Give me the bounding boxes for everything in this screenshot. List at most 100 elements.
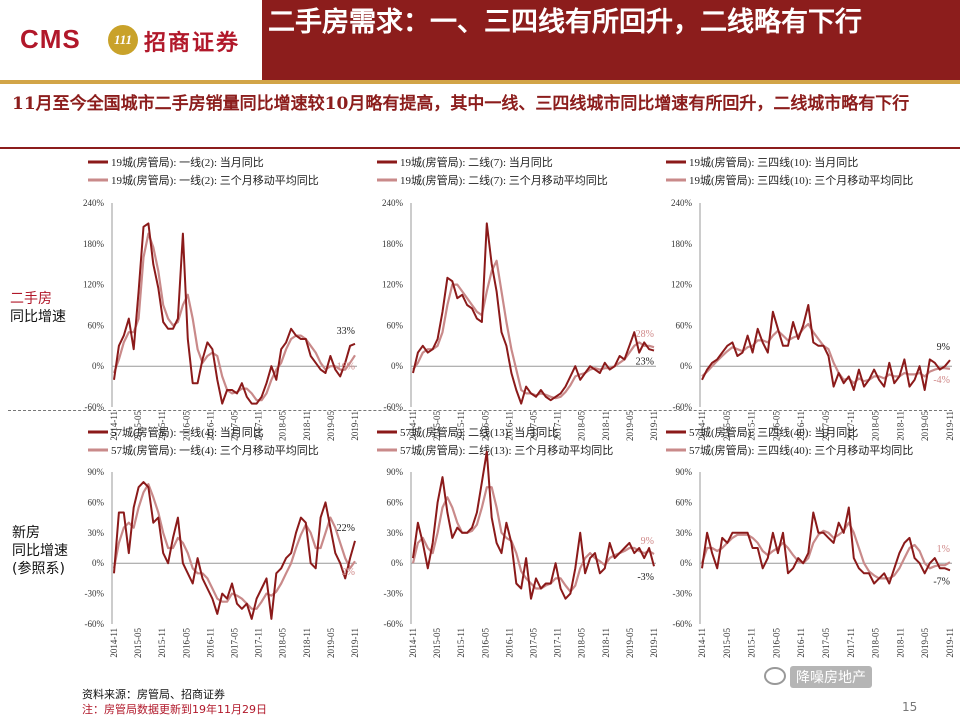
x-tick-label: 2016-11: [504, 411, 514, 441]
y-tick-label: -60%: [85, 619, 105, 629]
x-tick-label: 2019-05: [920, 628, 930, 658]
logo-emblem-icon: 111: [108, 25, 138, 55]
x-tick-label: 2015-05: [722, 411, 732, 441]
series-line: [701, 506, 951, 585]
legend-label: 57城(房管局): 三四线(40): 三个月移动平均同比: [689, 443, 913, 457]
legend-label: 57城(房管局): 一线(4): 当月同比: [111, 425, 264, 439]
x-tick-label: 2016-05: [771, 411, 781, 441]
y-tick-label: -30%: [85, 589, 105, 599]
x-tick-label: 2015-11: [747, 628, 757, 658]
row-label-second-hand: 二手房 同比增速: [10, 290, 66, 326]
page-number: 15: [902, 700, 918, 714]
x-tick-label: 2016-05: [181, 628, 191, 658]
x-tick-label: 2018-11: [302, 411, 312, 441]
x-tick-label: 2014-11: [109, 628, 119, 658]
x-tick-label: 2019-11: [649, 411, 659, 441]
y-tick-label: 240%: [83, 198, 105, 208]
x-tick-label: 2019-05: [920, 411, 930, 441]
chart-panel: 19城(房管局): 一线(2): 当月同比 19城(房管局): 一线(2): 三个…: [83, 155, 360, 441]
page-title: 二手房需求：一、三四线有所回升，二线略有下行: [268, 7, 862, 38]
x-tick-label: 2019-11: [945, 628, 955, 658]
y-tick-label: 180%: [83, 239, 105, 249]
y-tick-label: 120%: [83, 280, 105, 290]
wechat-icon: [764, 667, 786, 685]
legend-label: 19城(房管局): 二线(7): 当月同比: [400, 155, 553, 169]
x-tick-label: 2019-05: [625, 628, 635, 658]
x-tick-label: 2017-11: [846, 411, 856, 441]
legend-label: 19城(房管局): 一线(2): 当月同比: [111, 155, 264, 169]
watermark: 降噪房地产: [790, 666, 872, 688]
x-tick-label: 2017-05: [821, 628, 831, 658]
y-tick-label: 30%: [387, 528, 404, 538]
end-value-label: 33%: [337, 326, 355, 337]
row-divider: [8, 410, 952, 411]
end-value-label: 28%: [636, 329, 654, 340]
y-tick-label: -60%: [673, 619, 693, 629]
legend-label: 19城(房管局): 三四线(10): 三个月移动平均同比: [689, 173, 913, 187]
x-tick-label: 2018-11: [601, 411, 611, 441]
x-tick-label: 2017-11: [553, 628, 563, 658]
y-tick-label: 180%: [382, 239, 404, 249]
x-tick-label: 2019-11: [350, 628, 360, 658]
x-tick-label: 2015-05: [432, 628, 442, 658]
x-tick-label: 2015-05: [133, 411, 143, 441]
y-tick-label: 240%: [671, 198, 693, 208]
y-tick-label: 0%: [391, 361, 404, 371]
data-note: 注：房管局数据更新到19年11月29日: [82, 703, 267, 716]
x-tick-label: 2016-05: [480, 411, 490, 441]
y-tick-label: 60%: [88, 497, 105, 507]
y-tick-label: -30%: [673, 589, 693, 599]
x-tick-label: 2017-05: [230, 628, 240, 658]
y-tick-label: 0%: [680, 361, 693, 371]
x-tick-label: 2014-11: [408, 411, 418, 441]
end-value-label: 9%: [937, 342, 950, 353]
end-value-label: -3%: [637, 572, 654, 583]
legend-label: 57城(房管局): 二线(13): 当月同比: [400, 425, 558, 439]
y-tick-label: -30%: [384, 589, 404, 599]
x-tick-label: 2016-11: [796, 628, 806, 658]
series-line: [113, 481, 356, 620]
logo-cms-text: CMS: [20, 24, 81, 54]
x-tick-label: 2018-05: [871, 628, 881, 658]
x-tick-label: 2017-05: [529, 628, 539, 658]
x-tick-label: 2016-11: [796, 411, 806, 441]
series-line: [112, 232, 356, 402]
end-value-label: -4%: [933, 375, 950, 386]
subtitle-divider: [0, 147, 960, 149]
series-line: [113, 222, 356, 405]
y-tick-label: 60%: [88, 320, 105, 330]
x-tick-label: 2018-05: [577, 411, 587, 441]
legend-label: 19城(房管局): 三四线(10): 当月同比: [689, 155, 858, 169]
series-line: [700, 521, 951, 580]
x-tick-label: 2018-11: [895, 628, 905, 658]
logo-company-name: 招商证券: [144, 30, 241, 56]
x-tick-label: 2018-11: [302, 628, 312, 658]
row-label-line: 新房: [12, 525, 40, 541]
x-tick-label: 2015-05: [722, 628, 732, 658]
y-tick-label: 90%: [676, 467, 693, 477]
x-tick-label: 2017-05: [230, 411, 240, 441]
y-tick-label: 0%: [680, 558, 693, 568]
end-value-label: -7%: [933, 576, 950, 587]
chart-panel: 57城(房管局): 一线(4): 当月同比 57城(房管局): 一线(4): 三个…: [85, 425, 361, 658]
chart-panel: 19城(房管局): 二线(7): 当月同比 19城(房管局): 二线(7): 三个…: [377, 155, 659, 441]
chart-grid: 19城(房管局): 一线(2): 当月同比 19城(房管局): 一线(2): 三个…: [83, 155, 955, 658]
end-value-label: 23%: [636, 357, 654, 368]
y-tick-label: 60%: [676, 320, 693, 330]
x-tick-label: 2019-11: [945, 411, 955, 441]
x-tick-label: 2016-11: [504, 628, 514, 658]
legend-label: 19城(房管局): 二线(7): 三个月移动平均同比: [400, 173, 608, 187]
y-tick-label: 0%: [92, 558, 105, 568]
x-tick-label: 2017-11: [254, 628, 264, 658]
x-tick-label: 2016-11: [205, 628, 215, 658]
legend-label: 57城(房管局): 一线(4): 三个月移动平均同比: [111, 443, 319, 457]
row-label-line: 同比增速: [12, 543, 68, 559]
y-tick-label: 120%: [671, 280, 693, 290]
x-tick-label: 2018-05: [278, 628, 288, 658]
x-tick-label: 2017-05: [821, 411, 831, 441]
legend-label: 19城(房管局): 一线(2): 三个月移动平均同比: [111, 173, 319, 187]
row-label-line: 二手房: [10, 291, 52, 307]
chart-panel: 19城(房管局): 三四线(10): 当月同比 19城(房管局): 三四线(10)…: [666, 155, 955, 441]
y-tick-label: -60%: [384, 619, 404, 629]
x-tick-label: 2019-05: [625, 411, 635, 441]
